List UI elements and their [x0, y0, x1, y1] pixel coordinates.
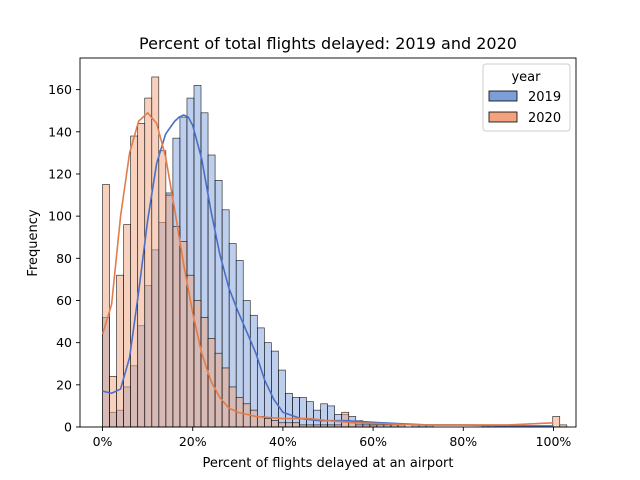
bar-2020-18	[228, 386, 237, 428]
bar-2020-21	[249, 409, 258, 428]
legend-swatch-2019	[488, 90, 518, 102]
bar-2020-26	[285, 422, 293, 428]
y-tick-label: 160	[48, 82, 72, 97]
bar-2019-31	[320, 403, 328, 428]
y-tick-label: 120	[48, 166, 72, 181]
x-tick-label: 100%	[536, 434, 572, 449]
chart-title: Percent of total flights delayed: 2019 a…	[139, 34, 517, 53]
bar-2020-17	[221, 367, 230, 428]
bar-2020-64	[552, 416, 561, 428]
bar-2020-11	[179, 241, 188, 428]
y-axis-label: Frequency	[26, 209, 41, 276]
bar-2020-13	[193, 300, 202, 428]
kde-curve-2019	[102, 114, 554, 427]
x-tick-label: 0%	[93, 434, 113, 449]
bar-2020-9	[165, 194, 174, 428]
bar-2020-23	[264, 418, 272, 428]
bar-2020-27	[292, 422, 300, 428]
legend: year 2019 2020	[482, 63, 571, 132]
y-tick-label: 140	[48, 124, 72, 139]
bar-2020-14	[200, 317, 209, 428]
bar-2020-22	[256, 416, 265, 428]
axes-frame	[79, 57, 577, 428]
bar-2020-34	[341, 411, 350, 428]
bar-2019-24	[271, 350, 279, 428]
x-tick-label: 20%	[179, 434, 207, 449]
bar-2019-28	[299, 397, 307, 428]
y-tick-label: 80	[56, 251, 72, 266]
plot-area: 0% 20% 40% 60% 80% 100% 0 20 40 60 80 100 120 140 160	[48, 57, 577, 449]
y-tick-label: 60	[56, 293, 72, 308]
bar-2020-6	[144, 97, 153, 428]
x-tick-label: 60%	[359, 434, 387, 449]
bar-2020-4	[130, 135, 139, 428]
bar-2020-2	[116, 274, 124, 428]
bar-2020-10	[172, 226, 181, 428]
bar-2019-26	[285, 392, 293, 428]
legend-swatch-2020	[488, 111, 518, 123]
bar-2019-32	[327, 405, 335, 428]
bar-2020-3	[123, 224, 131, 428]
y-tick-label: 20	[56, 377, 72, 392]
x-tick-label: 40%	[269, 434, 297, 449]
legend-label-2019: 2019	[528, 90, 561, 105]
bar-2019-23	[264, 342, 272, 428]
y-tick-label: 0	[64, 420, 72, 435]
y-tick-label: 100	[48, 209, 72, 224]
bar-2020-25	[278, 422, 286, 428]
bar-2020-1	[109, 376, 117, 428]
legend-title: year	[511, 70, 541, 85]
bar-2019-29	[306, 401, 314, 428]
bar-2020-8	[158, 150, 167, 428]
x-tick-label: 80%	[449, 434, 477, 449]
legend-label-2020: 2020	[528, 111, 561, 126]
y-tick-label: 40	[56, 335, 72, 350]
x-axis-label: Percent of flights delayed at an airport	[202, 456, 453, 471]
bar-2020-24	[271, 420, 279, 428]
kde-curve-2020	[101, 112, 554, 426]
